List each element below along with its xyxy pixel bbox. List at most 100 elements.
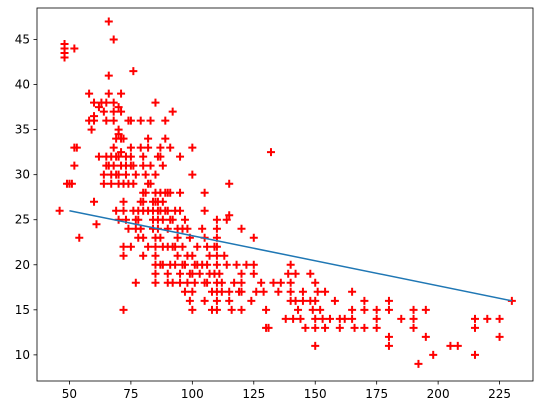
data-point-marker xyxy=(225,179,234,188)
data-point xyxy=(114,125,123,134)
data-point xyxy=(102,98,111,107)
data-point xyxy=(225,287,234,296)
data-point-marker xyxy=(222,215,231,224)
data-point-marker xyxy=(321,287,330,296)
data-point xyxy=(75,233,84,242)
data-point xyxy=(99,170,108,179)
data-point-marker xyxy=(421,305,430,314)
data-point-marker xyxy=(372,323,381,332)
data-point-marker xyxy=(180,215,189,224)
data-point-marker xyxy=(139,197,148,206)
data-point-marker xyxy=(176,206,185,215)
data-point xyxy=(483,314,492,323)
data-point-marker xyxy=(195,269,204,278)
data-point xyxy=(109,116,118,125)
trend-line xyxy=(69,209,513,302)
data-point-marker xyxy=(311,323,320,332)
data-point-marker xyxy=(325,314,334,323)
data-point xyxy=(141,170,150,179)
data-point xyxy=(72,143,81,152)
data-point-marker xyxy=(109,98,118,107)
data-point-marker xyxy=(176,278,185,287)
data-point xyxy=(348,287,357,296)
data-point-marker xyxy=(136,143,145,152)
data-point xyxy=(203,278,212,287)
data-point-marker xyxy=(136,116,145,125)
data-point xyxy=(117,107,126,116)
data-point xyxy=(306,269,315,278)
data-point-marker xyxy=(109,116,118,125)
data-point xyxy=(220,251,229,260)
data-point xyxy=(298,287,307,296)
data-point xyxy=(203,260,212,269)
data-point-marker xyxy=(176,269,185,278)
data-point xyxy=(146,161,155,170)
data-point xyxy=(289,314,298,323)
data-point xyxy=(242,260,251,269)
data-point-marker xyxy=(212,260,221,269)
data-point-marker xyxy=(348,314,357,323)
data-point-marker xyxy=(360,296,369,305)
data-point xyxy=(180,215,189,224)
data-point-marker xyxy=(55,206,64,215)
data-point xyxy=(70,161,79,170)
data-point-marker xyxy=(163,206,172,215)
data-point xyxy=(171,242,180,251)
data-point xyxy=(166,143,175,152)
data-point xyxy=(188,269,197,278)
data-point-marker xyxy=(284,269,293,278)
data-point xyxy=(446,341,455,350)
data-point-marker xyxy=(92,220,101,229)
data-point-marker xyxy=(384,341,393,350)
data-point xyxy=(136,143,145,152)
data-point xyxy=(198,224,207,233)
data-point-marker xyxy=(72,143,81,152)
data-point-marker xyxy=(188,170,197,179)
data-point-marker xyxy=(158,215,167,224)
data-point-marker xyxy=(222,260,231,269)
data-point-marker xyxy=(144,143,153,152)
data-point-marker xyxy=(99,179,108,188)
data-point-marker xyxy=(200,188,209,197)
y-tick-label: 20 xyxy=(15,258,30,272)
data-point-marker xyxy=(212,251,221,260)
data-point xyxy=(109,35,118,44)
data-point-marker xyxy=(151,269,160,278)
data-point-marker xyxy=(296,314,305,323)
data-point-marker xyxy=(321,323,330,332)
data-point xyxy=(151,269,160,278)
data-point xyxy=(119,134,128,143)
data-point xyxy=(195,269,204,278)
y-tick-label: 25 xyxy=(15,213,30,227)
y-tick-label: 45 xyxy=(15,33,30,47)
data-point xyxy=(281,314,290,323)
data-point-marker xyxy=(146,116,155,125)
data-point-marker xyxy=(94,152,103,161)
data-point xyxy=(146,116,155,125)
data-point-marker xyxy=(126,143,135,152)
data-point-marker xyxy=(205,251,214,260)
data-point xyxy=(176,206,185,215)
data-point xyxy=(397,314,406,323)
data-point xyxy=(99,107,108,116)
data-point-marker xyxy=(372,314,381,323)
data-point xyxy=(205,251,214,260)
data-point xyxy=(360,296,369,305)
data-point xyxy=(225,296,234,305)
data-point xyxy=(178,242,187,251)
data-point xyxy=(168,278,177,287)
data-point-marker xyxy=(429,350,438,359)
data-point xyxy=(173,233,182,242)
data-point-marker xyxy=(129,161,138,170)
data-point-marker xyxy=(156,143,165,152)
x-tick-label: 150 xyxy=(304,387,327,401)
data-point-marker xyxy=(495,332,504,341)
data-point-marker xyxy=(470,350,479,359)
data-point xyxy=(217,278,226,287)
data-point xyxy=(139,161,148,170)
data-point xyxy=(257,278,266,287)
data-point xyxy=(212,260,221,269)
data-point xyxy=(232,260,241,269)
data-point-marker xyxy=(99,107,108,116)
data-point-marker xyxy=(141,170,150,179)
